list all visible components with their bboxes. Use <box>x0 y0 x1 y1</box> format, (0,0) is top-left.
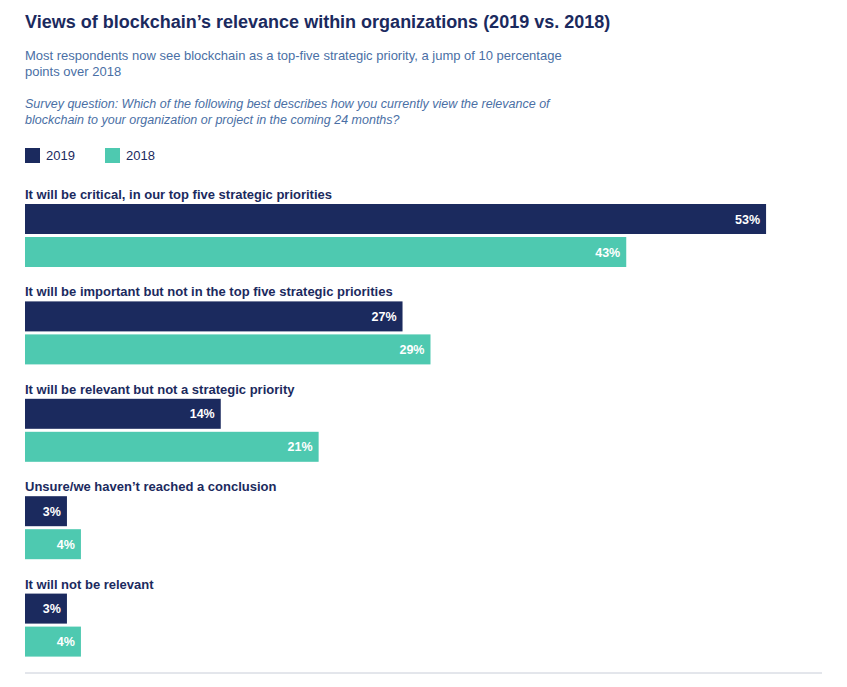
bar <box>25 399 221 429</box>
category-label: It will not be relevant <box>25 577 154 592</box>
subtitle-line: Most respondents now see blockchain as a… <box>25 48 562 63</box>
annotation-line: blockchain to your organization or proje… <box>25 113 400 127</box>
bar <box>25 627 81 657</box>
title-line: Views of blockchain’s relevance within o… <box>25 12 610 32</box>
bar <box>25 301 403 331</box>
data-label: 29% <box>399 343 424 357</box>
subtitle: Most respondents now see blockchain as a… <box>25 48 562 79</box>
bar <box>25 334 430 364</box>
category-label: It will be critical, in our top five str… <box>25 187 332 202</box>
x-axis-line <box>25 673 822 674</box>
data-label: 4% <box>57 538 75 552</box>
category-label: Unsure/we haven’t reached a conclusion <box>25 479 276 494</box>
bars <box>25 204 766 657</box>
data-label: 4% <box>57 635 75 649</box>
annotation-line: Survey question: Which of the following … <box>25 97 551 111</box>
legend-label: 2019 <box>46 148 75 163</box>
category-label: It will be important but not in the top … <box>25 284 393 299</box>
data-label: 21% <box>288 440 313 454</box>
data-label: 3% <box>43 602 61 616</box>
bar <box>25 237 626 267</box>
bar <box>25 529 81 559</box>
legend-label: 2018 <box>126 148 155 163</box>
bar <box>25 204 766 234</box>
data-label: 27% <box>371 310 396 324</box>
bar <box>25 432 319 462</box>
data-label: 14% <box>190 407 215 421</box>
subtitle-line: points over 2018 <box>25 64 121 79</box>
bar <box>25 594 67 624</box>
legend-swatch <box>25 148 40 163</box>
data-label: 43% <box>595 246 620 260</box>
data-label: 53% <box>735 213 760 227</box>
data-label: 3% <box>43 505 61 519</box>
bar <box>25 496 67 526</box>
labels: It will be critical, in our top five str… <box>25 187 760 649</box>
annotation: Survey question: Which of the following … <box>25 97 551 127</box>
legend-swatch <box>105 148 120 163</box>
title: Views of blockchain’s relevance within o… <box>25 12 610 32</box>
category-label: It will be relevant but not a strategic … <box>25 382 295 397</box>
